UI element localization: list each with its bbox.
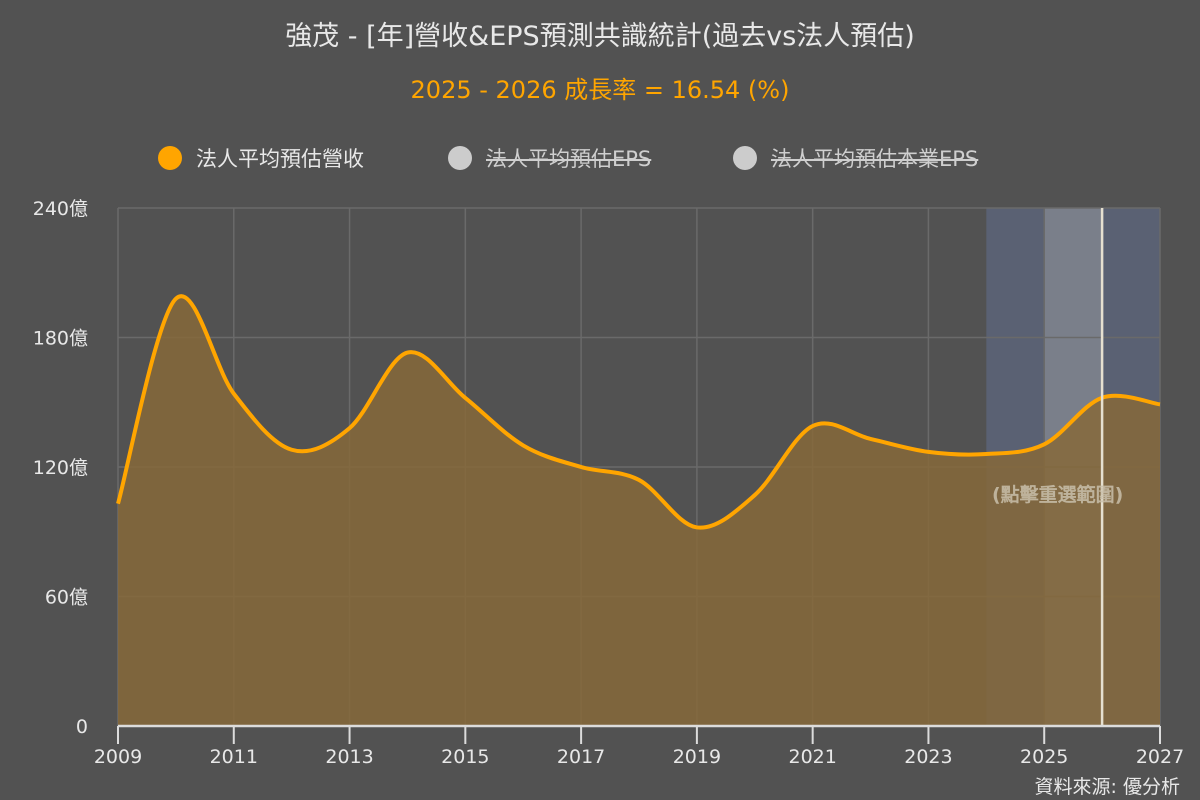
y-tick-label: 180億 [33, 328, 88, 350]
x-tick-label: 2021 [788, 746, 836, 768]
legend-label: 法人平均預估營收 [196, 147, 364, 171]
legend-label: 法人平均預估本業EPS [771, 147, 979, 171]
legend: 法人平均預估營收 法人平均預估EPS 法人平均預估本業EPS [0, 143, 1200, 177]
x-tick-label: 2027 [1136, 746, 1184, 768]
growth-rate-subtitle: 2025 - 2026 成長率 = 16.54 (%) [410, 76, 790, 104]
legend-item-revenue[interactable]: 法人平均預估營收 [158, 143, 364, 173]
legend-dot-icon [158, 146, 182, 170]
legend-dot-icon [448, 146, 472, 170]
x-tick-label: 2025 [1020, 746, 1068, 768]
legend-dot-icon [733, 146, 757, 170]
y-tick-label: 240億 [33, 198, 88, 220]
reselect-range-hint[interactable]: (點擊重選範圍) [992, 484, 1124, 506]
chart-title: 強茂 - [年]營收&EPS預測共識統計(過去vs法人預估) [285, 21, 915, 52]
y-tick-label: 60億 [45, 587, 88, 609]
x-tick-label: 2011 [210, 746, 258, 768]
x-tick-label: 2009 [94, 746, 142, 768]
revenue-area [118, 296, 1160, 726]
x-tick-label: 2017 [557, 746, 605, 768]
x-tick-label: 2023 [904, 746, 952, 768]
y-tick-label: 120億 [33, 457, 88, 479]
x-tick-label: 2019 [673, 746, 721, 768]
legend-item-eps[interactable]: 法人平均預估EPS [448, 143, 651, 173]
data-source-label: 資料來源: 優分析 [1034, 776, 1180, 798]
legend-label: 法人平均預估EPS [486, 147, 652, 171]
x-tick-label: 2013 [325, 746, 373, 768]
legend-item-core-eps[interactable]: 法人平均預估本業EPS [733, 143, 978, 173]
y-tick-label: 0 [76, 716, 88, 738]
x-tick-label: 2015 [441, 746, 489, 768]
revenue-line[interactable] [116, 294, 1161, 530]
